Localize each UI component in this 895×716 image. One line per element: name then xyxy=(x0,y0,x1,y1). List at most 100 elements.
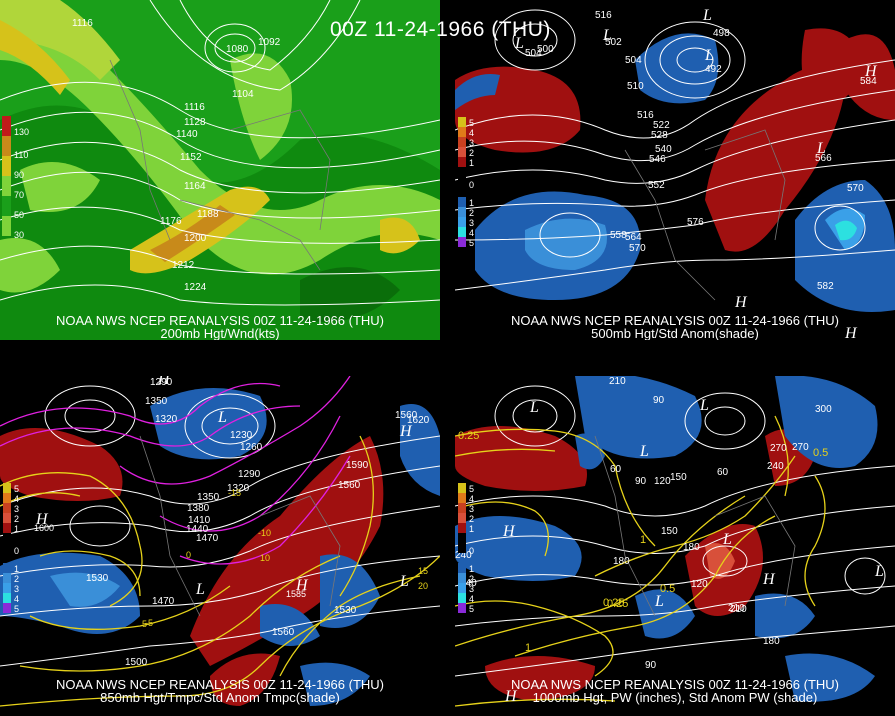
svg-text:1620: 1620 xyxy=(407,415,430,426)
svg-text:1600: 1600 xyxy=(34,523,54,533)
svg-text:H: H xyxy=(504,688,518,705)
svg-text:180: 180 xyxy=(763,636,780,647)
svg-text:1290: 1290 xyxy=(238,469,261,480)
svg-text:1290: 1290 xyxy=(150,377,173,388)
svg-text:1500: 1500 xyxy=(125,657,148,668)
svg-text:570: 570 xyxy=(847,183,864,194)
svg-text:1350: 1350 xyxy=(197,492,220,503)
svg-text:H: H xyxy=(35,511,49,528)
svg-text:L: L xyxy=(399,573,409,590)
svg-text:L: L xyxy=(529,399,539,416)
svg-text:3: 3 xyxy=(14,504,19,514)
svg-text:1440: 1440 xyxy=(186,524,209,535)
svg-text:240: 240 xyxy=(767,461,784,472)
svg-text:1176: 1176 xyxy=(160,216,182,227)
svg-text:5: 5 xyxy=(14,604,19,614)
svg-text:270: 270 xyxy=(770,443,787,454)
svg-text:210: 210 xyxy=(730,604,747,615)
svg-text:0.5: 0.5 xyxy=(660,583,675,595)
svg-text:0.25: 0.25 xyxy=(458,430,479,442)
svg-text:3: 3 xyxy=(469,584,474,594)
svg-text:150: 150 xyxy=(661,526,678,537)
svg-text:20: 20 xyxy=(418,581,428,591)
svg-text:L: L xyxy=(704,47,714,64)
svg-text:5: 5 xyxy=(14,484,19,494)
svg-text:300: 300 xyxy=(815,404,832,415)
svg-text:2: 2 xyxy=(469,514,474,524)
map-200mb-heights-winds: 1116 1080 1092 1104 1116 1128 1140 1152 … xyxy=(0,0,440,340)
svg-text:1590: 1590 xyxy=(346,460,369,471)
svg-text:504: 504 xyxy=(525,48,542,59)
svg-text:3: 3 xyxy=(469,504,474,514)
svg-text:1470: 1470 xyxy=(196,533,219,544)
svg-text:582: 582 xyxy=(817,281,834,292)
contour-labels-500mb: 516 504 500 502 498 492 504 510 516 522 … xyxy=(525,10,877,292)
std-anom-legend: 5 4 3 2 1 0 1 2 3 4 5 xyxy=(458,117,474,248)
svg-text:1116: 1116 xyxy=(184,102,205,113)
svg-text:1560: 1560 xyxy=(272,627,295,638)
map-850mb-height-temp-anomaly: 1290 1350 1320 1230 1260 1290 1320 1350 … xyxy=(0,376,440,716)
panel-200mb: 1116 1080 1092 1104 1116 1128 1140 1152 … xyxy=(0,0,440,340)
svg-text:4: 4 xyxy=(469,228,474,238)
svg-text:2: 2 xyxy=(14,574,19,584)
map-500mb-height-anomaly: 516 504 500 502 498 492 504 510 516 522 … xyxy=(455,0,895,340)
map-title: 00Z 11-24-1966 (THU) xyxy=(330,18,551,41)
svg-text:180: 180 xyxy=(613,556,630,567)
svg-text:130: 130 xyxy=(14,127,29,137)
svg-text:H: H xyxy=(734,294,748,311)
svg-text:1188: 1188 xyxy=(197,209,219,220)
svg-text:3: 3 xyxy=(14,584,19,594)
svg-text:1212: 1212 xyxy=(172,260,195,271)
svg-text:240: 240 xyxy=(460,578,477,589)
panel-caption-field: 1000mb Hgt, PW (inches), Std Anom PW (sh… xyxy=(532,690,818,705)
svg-text:1320: 1320 xyxy=(155,414,178,425)
svg-text:H: H xyxy=(762,571,776,588)
panel-850mb: 1290 1350 1320 1230 1260 1290 1320 1350 … xyxy=(0,376,440,716)
std-anom-legend: 5 4 3 2 1 0 1 2 3 4 5 xyxy=(3,483,19,614)
svg-text:510: 510 xyxy=(627,81,644,92)
svg-text:516: 516 xyxy=(595,10,612,21)
svg-text:558: 558 xyxy=(610,230,627,241)
svg-text:1350: 1350 xyxy=(145,396,168,407)
svg-text:L: L xyxy=(639,443,649,460)
svg-text:1200: 1200 xyxy=(184,233,207,244)
wind-speed-legend: 130 110 90 70 50 30 xyxy=(2,116,29,240)
contour-labels-1000mb: 210 90 60 120 150 180 210 240 270 300 24… xyxy=(455,376,832,671)
svg-text:4: 4 xyxy=(469,594,474,604)
svg-text:1: 1 xyxy=(469,158,474,168)
svg-text:0: 0 xyxy=(186,550,191,560)
svg-text:210: 210 xyxy=(728,603,745,614)
svg-text:1164: 1164 xyxy=(184,181,206,192)
svg-text:1152: 1152 xyxy=(180,152,202,163)
svg-text:570: 570 xyxy=(629,243,646,254)
svg-text:1470: 1470 xyxy=(152,596,175,607)
svg-text:L: L xyxy=(654,593,664,610)
svg-text:0: 0 xyxy=(14,546,19,556)
svg-text:4: 4 xyxy=(14,494,19,504)
svg-text:H: H xyxy=(844,325,858,340)
svg-text:L: L xyxy=(602,27,612,44)
svg-text:1: 1 xyxy=(525,642,531,654)
svg-text:90: 90 xyxy=(635,476,647,487)
svg-text:522: 522 xyxy=(653,120,670,131)
svg-text:-5: -5 xyxy=(145,618,153,628)
contour-labels-200mb: 1116 1080 1092 1104 1116 1128 1140 1152 … xyxy=(72,18,281,293)
svg-text:H: H xyxy=(295,577,309,594)
svg-text:2: 2 xyxy=(14,514,19,524)
svg-text:70: 70 xyxy=(14,190,24,200)
svg-text:1530: 1530 xyxy=(86,573,109,584)
svg-text:240: 240 xyxy=(455,550,472,561)
panel-500mb: 516 504 500 502 498 492 504 510 516 522 … xyxy=(455,0,895,340)
svg-text:L: L xyxy=(699,397,709,414)
svg-text:1: 1 xyxy=(14,564,19,574)
svg-text:L: L xyxy=(816,140,826,157)
svg-text:L: L xyxy=(217,409,227,426)
panel-caption-field: 500mb Hgt/Std Anom(shade) xyxy=(591,326,759,340)
svg-text:H: H xyxy=(502,523,516,540)
svg-text:1320: 1320 xyxy=(227,483,250,494)
svg-text:2: 2 xyxy=(469,208,474,218)
panel-caption-source: NOAA NWS NCEP REANALYSIS 00Z 11-24-1966 … xyxy=(511,313,839,328)
svg-text:H: H xyxy=(157,376,171,388)
svg-text:15: 15 xyxy=(418,566,428,576)
svg-text:0: 0 xyxy=(469,180,474,190)
